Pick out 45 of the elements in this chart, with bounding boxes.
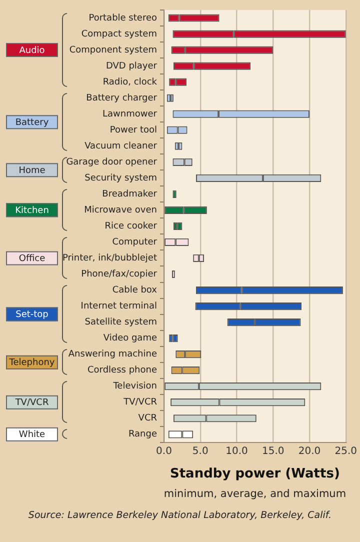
x-tick-label: 10.0 [226,446,248,457]
x-tick-label: 0.0 [156,446,172,457]
text: Set-top [16,310,49,320]
y-tick-label: Security system [84,174,157,184]
text: Office [18,254,46,264]
y-tick-label: Printer, ink/bubblejet [62,254,158,264]
y-tick-label: Phone/fax/copier [81,270,158,280]
y-tick-label: Satellite system [84,318,157,328]
y-tick-label: Range [128,430,158,440]
y-tick-label: Component system [69,45,157,56]
text: Kitchen [15,206,49,216]
y-tick-label: Compact system [81,29,157,40]
text: White [18,430,46,440]
x-tick-label: 15.0 [262,446,284,457]
y-tick-label: Lawnmower [102,109,158,120]
y-tick-label: Internet terminal [80,302,157,312]
y-tick-label: Television [112,382,157,392]
y-tick-label: Cordless phone [88,366,158,376]
y-tick-label: Garage door opener [66,157,158,168]
text: minimum, average, and maximum [162,488,348,500]
y-tick-label: Rice cooker [104,222,158,232]
text: Audio [19,46,46,56]
y-tick-label: DVD player [106,61,158,72]
y-tick-label: Battery charger [86,93,158,104]
x-tick-label: 25.0 [334,446,357,457]
y-tick-label: Vacuum cleaner [84,141,158,152]
text: Battery [15,118,50,128]
text: TV/VCR [14,398,49,408]
y-tick-label: Radio, clock [102,77,158,88]
y-tick-label: Video game [103,334,158,344]
y-tick-label: VCR [138,414,157,424]
x-tick-label: 20.0 [298,446,321,457]
x-axis-title: Standby power (Watts) [170,466,340,482]
y-tick-label: Answering machine [68,350,158,360]
y-tick-label: Breadmaker [102,190,158,200]
y-tick-label: Microwave oven [84,206,157,216]
y-tick-label: Computer [112,238,158,248]
y-tick-label: Cable box [112,286,158,296]
source-note: Source: Lawrence Berkeley National Laboratory, Berkeley, Calif. [27,510,333,521]
y-tick-label: Power tool [110,125,157,136]
text: Telephony [8,358,56,368]
text: Home [18,166,46,176]
y-tick-label: TV/VCR [122,398,157,408]
y-tick-label: Portable stereo [88,13,158,24]
x-tick-label: 5.0 [192,446,208,457]
